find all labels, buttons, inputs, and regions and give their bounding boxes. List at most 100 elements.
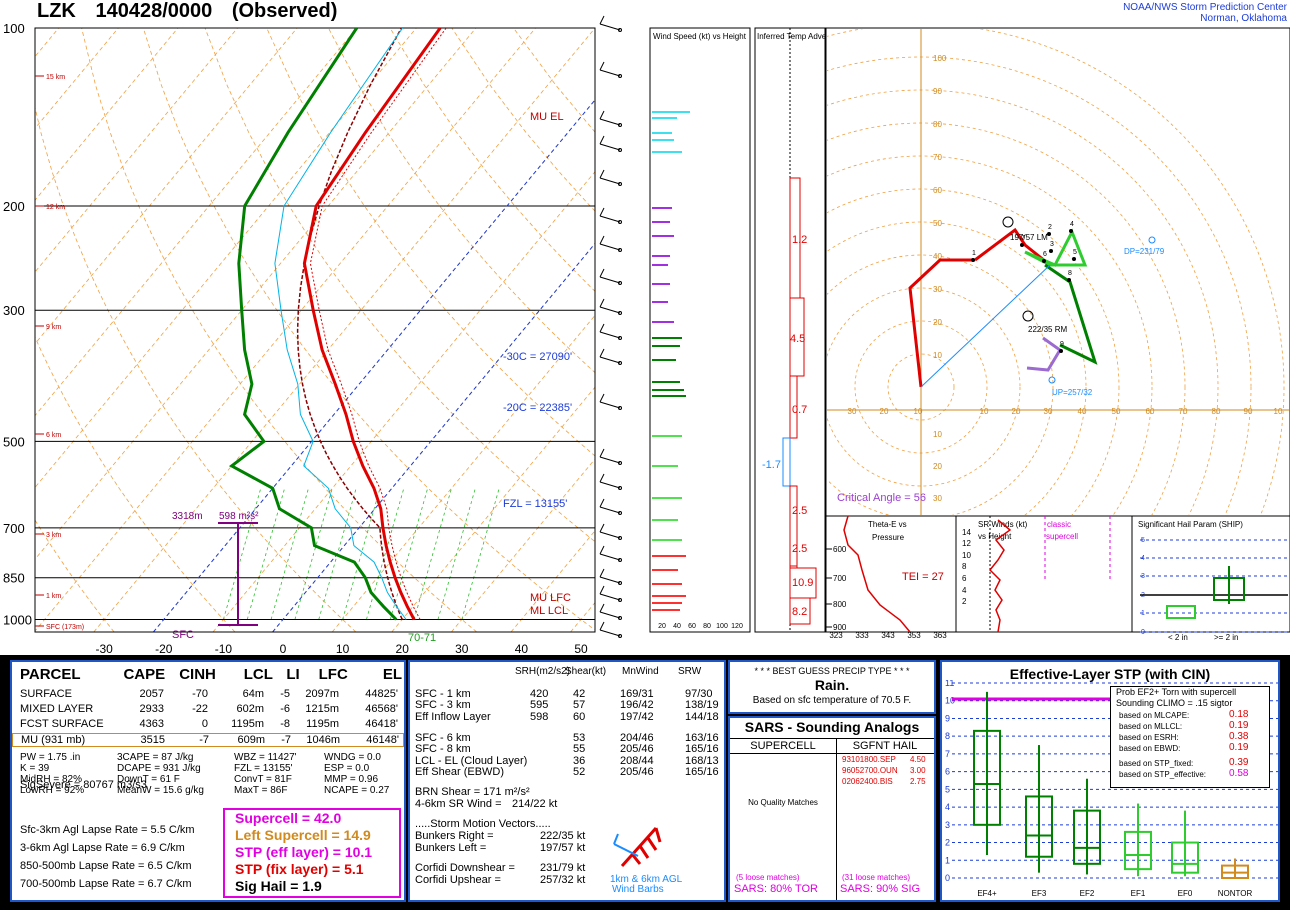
level-label: SFC xyxy=(172,629,194,641)
wind-barb-dot xyxy=(618,148,622,152)
kinematics-panel: SRH(m2/s2) Shear(kt) MnWind SRW SFC - 1 km 4… xyxy=(408,660,726,902)
temp-tick: 0 xyxy=(280,642,287,655)
stp-y-label: 6 xyxy=(945,767,950,777)
wind-barb xyxy=(599,356,621,364)
stp-category-label: EF4+ xyxy=(977,889,997,898)
pressure-tick: 850 xyxy=(3,571,25,586)
kinematics-cell: 138/19 xyxy=(685,699,719,711)
hodo-x-label: 90 xyxy=(1244,407,1253,416)
mixing-ratio-line xyxy=(389,488,429,620)
hodo-ring xyxy=(827,254,1054,515)
station-label: LZK xyxy=(37,0,76,22)
wind-barb-flag xyxy=(599,568,605,578)
wind-barb-dot xyxy=(618,406,622,410)
kinematics-cell: 169/31 xyxy=(620,688,654,700)
advection-value: 10.9 xyxy=(792,577,813,589)
isotherm-line xyxy=(35,28,358,417)
prob-label: based on ESRH: xyxy=(1119,733,1179,742)
prob-label: based on MLCAPE: xyxy=(1119,711,1190,720)
wind-barb-flag xyxy=(599,207,605,217)
kinematics-cell: 97/30 xyxy=(685,688,713,700)
parcel-cell: -6 xyxy=(280,703,290,715)
theta-title2: Pressure xyxy=(872,533,905,542)
parcel-cell: -22 xyxy=(192,703,208,715)
stp-category-label: EF2 xyxy=(1080,889,1095,898)
lapse-rate-line: 700-500mb Lapse Rate = 6.7 C/km xyxy=(20,878,192,890)
wind-speed-tick: 40 xyxy=(673,623,681,630)
wind-barb-flag xyxy=(599,61,605,71)
prob-value: 0.39 xyxy=(1229,757,1249,768)
index-value: NCAPE = 0.27 xyxy=(324,785,390,796)
kinematics-cell: 60 xyxy=(573,711,586,723)
ship-title: Significant Hail Param (SHIP) xyxy=(1138,520,1243,529)
srw-height-label: 4 xyxy=(962,586,967,595)
wind-barb xyxy=(599,553,621,561)
isotherm-line xyxy=(35,28,238,273)
storm-motion-label: Corfidi Downshear = xyxy=(415,862,515,874)
kinematics-cell: 205/46 xyxy=(620,743,654,755)
hodo-motion-label: DP=231/79 xyxy=(1124,247,1165,256)
kinematics-header-cell: MnWind xyxy=(622,666,659,677)
height-label: 12 km xyxy=(46,204,65,211)
isotherm-line xyxy=(35,28,298,345)
virtual-temp-line xyxy=(309,28,447,620)
storm-motion-value: 257/32 kt xyxy=(540,874,586,886)
index-value: MMP = 0.96 xyxy=(324,774,379,785)
advection-value: 8.2 xyxy=(792,606,807,618)
left-supercell-value: Left Supercell = 14.9 xyxy=(235,827,371,843)
hodo-height-label: 8 xyxy=(1068,270,1072,277)
level-label: -30C = 27090' xyxy=(503,351,572,363)
advection-value: -1.7 xyxy=(762,459,781,471)
hodo-height-point xyxy=(1047,232,1051,236)
srw-profile xyxy=(988,519,1012,633)
hodo-ring-label-low: 30 xyxy=(933,494,942,503)
kinematics-cell: 55 xyxy=(573,743,586,755)
height-label: 15 km xyxy=(46,74,65,81)
advection-value: 2.5 xyxy=(792,505,807,517)
wind-barb-flag xyxy=(599,298,605,308)
temp-tick: 50 xyxy=(574,642,588,655)
hodo-x-label: 10 xyxy=(1274,407,1283,416)
sr-winds-panel: SR Winds (kt) vs Height classic supercel… xyxy=(955,515,1133,633)
prob-label: based on STP_fixed: xyxy=(1119,759,1194,768)
storm-motion-value: 231/79 kt xyxy=(540,862,586,874)
mixing-ratio-line xyxy=(223,488,262,620)
wind-barb-flag xyxy=(599,135,605,145)
hodo-motion-label: UP=257/32 xyxy=(1052,388,1093,397)
sars-hail-date: 96052700.OUN xyxy=(842,766,898,775)
wind-speed-tick: 120 xyxy=(731,623,743,630)
kinematics-cell: LCL - EL (Cloud Layer) xyxy=(415,755,528,767)
parcel-cell: MIXED LAYER xyxy=(20,703,94,715)
index-value: FZL = 13155' xyxy=(234,763,293,774)
effective-inflow-bar: 3318m 598 m²s² xyxy=(172,511,259,626)
parcel-cell: SURFACE xyxy=(20,688,72,700)
stp-category-label: EF1 xyxy=(1131,889,1146,898)
stp-y-label: 2 xyxy=(945,838,950,848)
hodo-ring-label: 10 xyxy=(933,351,942,360)
theta-x-label: 363 xyxy=(933,631,947,640)
parcel-row: SURFACE 2057 -70 64m -5 2097m 44825' xyxy=(12,688,404,702)
kinematics-cell: 168/13 xyxy=(685,755,719,767)
storm-motion-label: Corfidi Upshear = xyxy=(415,874,501,886)
temp-tick: 20 xyxy=(396,642,410,655)
level-label: ML LCL xyxy=(530,605,568,617)
wind-barb-flag xyxy=(599,235,605,245)
hodo-up-marker xyxy=(1048,376,1056,384)
temp-tick: -30 xyxy=(96,642,114,655)
stp-box xyxy=(1025,795,1053,858)
mixing-ratio-line xyxy=(246,488,286,620)
parcel-cell: 609m xyxy=(237,734,265,746)
parcel-cell: FCST SURFACE xyxy=(20,718,104,730)
hodo-ring xyxy=(827,29,1285,515)
parcel-cell: 2933 xyxy=(139,703,164,715)
hodo-ring-label-low: 10 xyxy=(933,430,942,439)
hodo-height-point xyxy=(1069,229,1073,233)
stp-prob-box: Prob EF2+ Torn with supercell Sounding C… xyxy=(1110,686,1270,788)
stp-fix-value: STP (fix layer) = 5.1 xyxy=(235,861,364,877)
theta-p-label: 900 xyxy=(833,623,847,632)
wind-barb-dot xyxy=(618,511,622,515)
storm-motion-title: .....Storm Motion Vectors..... xyxy=(415,818,551,830)
isotherm-line xyxy=(93,28,595,632)
hodo-ring-label: 80 xyxy=(933,120,942,129)
dry-adiabat xyxy=(328,28,595,374)
